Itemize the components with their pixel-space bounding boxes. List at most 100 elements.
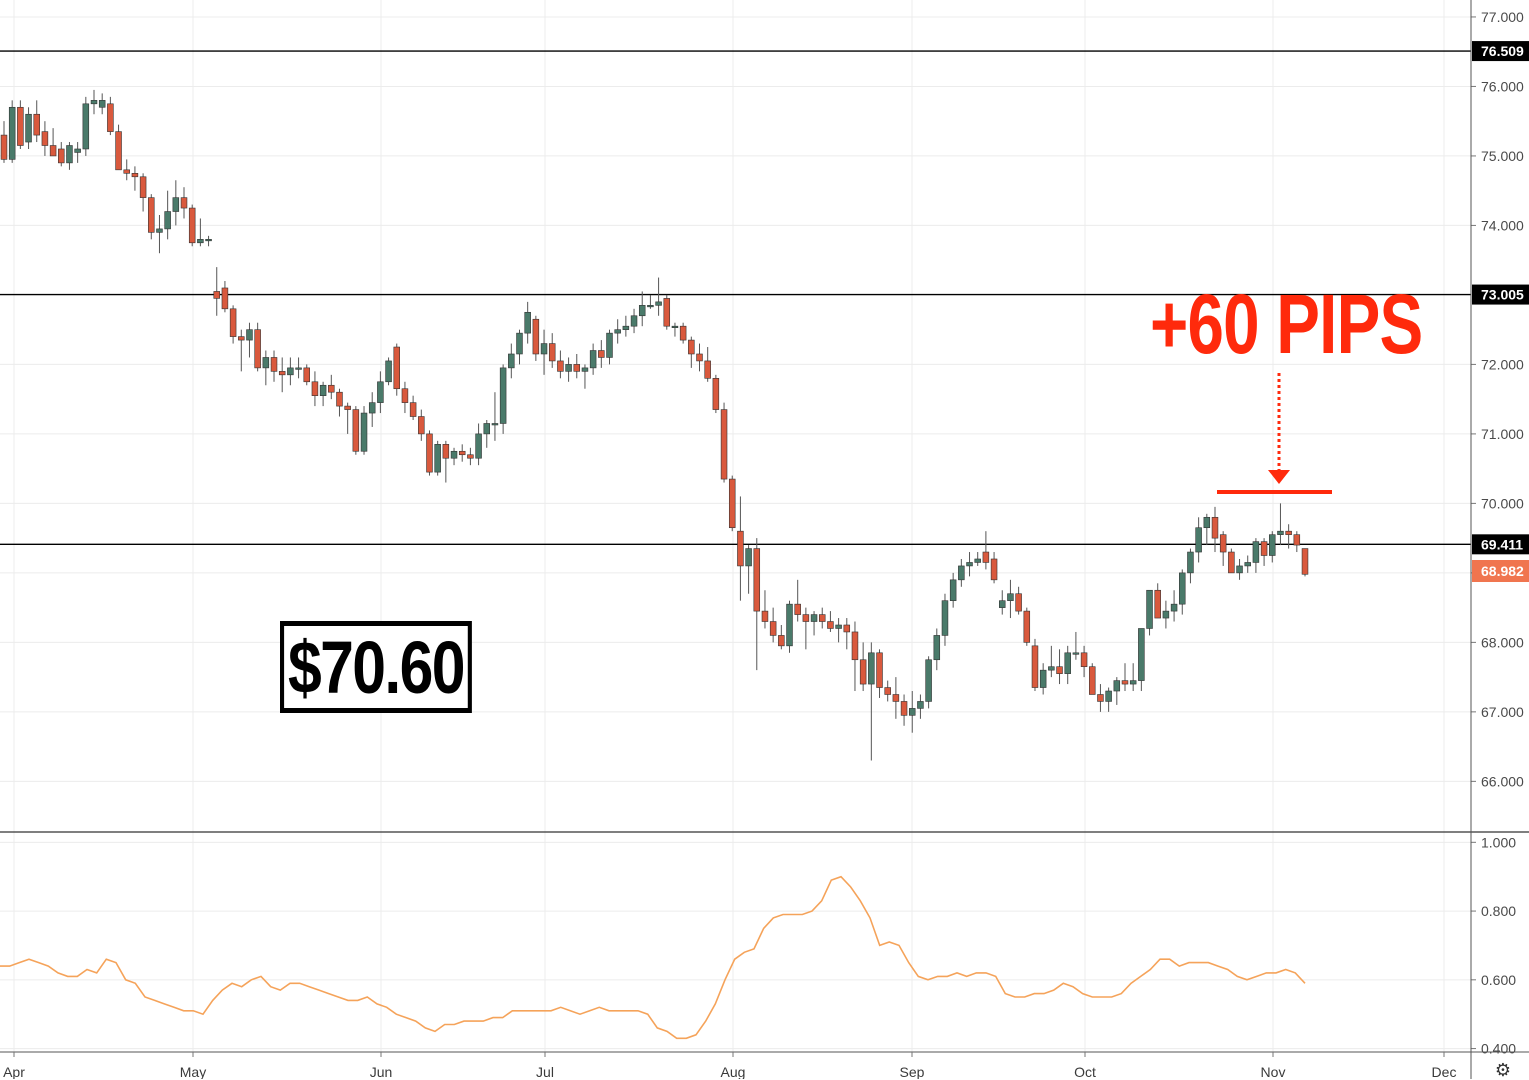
candle-body <box>540 343 548 355</box>
candle-body <box>368 402 376 414</box>
candle-body <box>949 579 957 601</box>
time-tick-label: May <box>180 1064 206 1079</box>
candle <box>156 215 163 254</box>
candle <box>418 409 425 441</box>
candle-body <box>892 694 900 702</box>
candle <box>1244 555 1251 573</box>
candle <box>188 204 196 247</box>
candle <box>1219 531 1227 566</box>
candle <box>1048 645 1055 678</box>
candle <box>1080 645 1088 678</box>
candle <box>98 93 106 115</box>
candle-body <box>434 444 441 473</box>
candle-body <box>598 350 605 358</box>
candle-body <box>925 659 932 702</box>
candle <box>1293 531 1301 553</box>
candle-body <box>8 106 16 160</box>
candle-body <box>688 339 695 355</box>
candle <box>164 190 171 240</box>
candle <box>82 96 90 156</box>
candle <box>917 694 924 719</box>
candle <box>958 558 965 587</box>
candle-body <box>1252 541 1260 563</box>
candle <box>647 294 654 309</box>
candle <box>1260 538 1268 566</box>
candle-body <box>328 384 335 393</box>
candle <box>941 593 949 646</box>
candle <box>827 611 834 632</box>
candle <box>262 350 270 386</box>
candle-body <box>319 384 327 396</box>
candle <box>868 642 875 761</box>
candle <box>1162 600 1170 629</box>
candle-body <box>1056 666 1063 674</box>
candle-body <box>859 659 867 685</box>
candle <box>1154 583 1161 619</box>
candle-body <box>1170 603 1178 612</box>
candle <box>663 294 671 330</box>
candle-body <box>344 405 351 410</box>
candle-body <box>1228 551 1235 574</box>
candle-body <box>843 624 851 633</box>
candle <box>524 301 531 344</box>
gear-icon[interactable]: ⚙ <box>1494 1060 1512 1080</box>
candle-body <box>1293 534 1301 546</box>
candle <box>516 329 523 365</box>
candle-body <box>205 239 212 242</box>
candle <box>933 628 941 671</box>
candle <box>8 100 16 163</box>
candle-body <box>655 301 662 306</box>
candle <box>671 322 679 337</box>
candle <box>1097 684 1104 712</box>
candle-body <box>728 478 736 529</box>
price-annotation-text: $70.60 <box>288 625 465 709</box>
candle <box>712 374 720 414</box>
candle-body <box>557 360 564 372</box>
candle <box>794 579 801 622</box>
candle-body <box>426 433 433 473</box>
last-price-label: 68.982 <box>1481 563 1524 579</box>
candle-body <box>999 600 1006 608</box>
candle <box>213 267 220 316</box>
candle <box>638 291 646 327</box>
candle <box>270 350 278 382</box>
candle <box>835 618 842 643</box>
candle-body <box>581 367 589 372</box>
candle <box>753 538 761 671</box>
candle-body <box>58 148 65 164</box>
candle <box>33 100 40 143</box>
candle-body <box>1211 516 1219 539</box>
candle-body <box>589 350 597 369</box>
pips-arrow <box>1217 373 1332 494</box>
candle-body <box>1244 562 1251 567</box>
candle-body <box>1195 527 1202 553</box>
candle-body <box>737 530 744 567</box>
candle-body <box>941 600 949 636</box>
candle-body <box>74 148 81 153</box>
candle <box>1203 513 1211 546</box>
candle <box>393 343 401 396</box>
candle-body <box>606 332 613 358</box>
candle-body <box>491 423 499 426</box>
candle-body <box>442 444 450 459</box>
candle <box>1105 687 1112 712</box>
candle <box>278 357 286 393</box>
candle-body <box>851 631 859 661</box>
candle-body <box>720 409 728 480</box>
candle-body <box>933 635 941 661</box>
candle <box>892 677 900 719</box>
candle-body <box>287 367 294 376</box>
indicator-series-line <box>0 875 1306 1040</box>
candle <box>377 371 384 414</box>
candle <box>745 545 752 594</box>
candle-body <box>139 176 147 198</box>
candle <box>589 343 597 375</box>
candle-body <box>393 346 401 390</box>
candle-body <box>1089 666 1096 695</box>
candle-body <box>295 367 302 370</box>
candle <box>630 308 638 334</box>
candle <box>974 552 981 566</box>
candle <box>622 315 630 337</box>
candle <box>557 350 564 379</box>
